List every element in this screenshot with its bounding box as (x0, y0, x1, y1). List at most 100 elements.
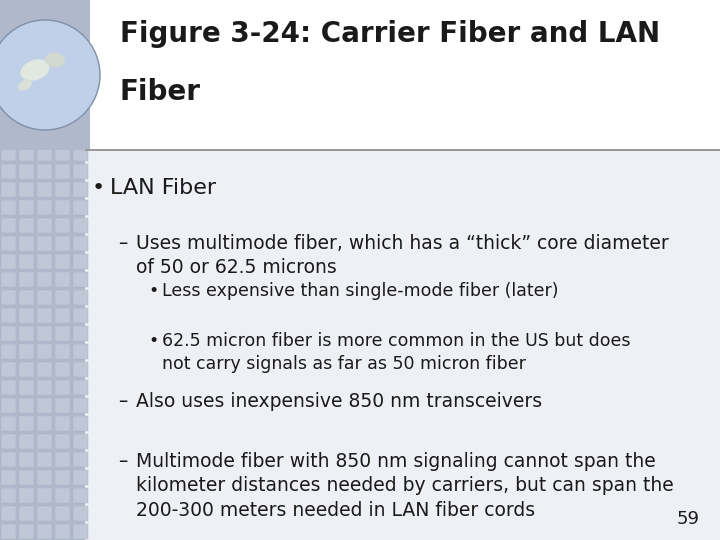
Bar (55, 110, 70, 125)
Bar (1, 92, 16, 107)
Bar (19, 362, 34, 377)
Bar (1, 362, 16, 377)
Bar (37, 92, 52, 107)
Bar (37, 74, 52, 89)
Bar (1, 182, 16, 197)
Bar (55, 488, 70, 503)
Bar (37, 272, 52, 287)
Bar (55, 128, 70, 143)
Bar (19, 470, 34, 485)
Bar (1, 488, 16, 503)
Bar (55, 164, 70, 179)
Bar (19, 38, 34, 53)
Bar (73, 524, 88, 539)
Bar (73, 344, 88, 359)
Bar (1, 308, 16, 323)
Bar (19, 380, 34, 395)
Text: –: – (118, 234, 127, 253)
Ellipse shape (18, 79, 32, 91)
Bar (19, 452, 34, 467)
Bar (37, 506, 52, 521)
Bar (1, 2, 16, 17)
Bar (73, 164, 88, 179)
Bar (73, 452, 88, 467)
Bar (73, 308, 88, 323)
Bar (55, 470, 70, 485)
Text: Uses multimode fiber, which has a “thick” core diameter
of 50 or 62.5 microns: Uses multimode fiber, which has a “thick… (136, 234, 669, 277)
Bar (55, 146, 70, 161)
Bar (1, 326, 16, 341)
Bar (37, 110, 52, 125)
Bar (1, 38, 16, 53)
Text: •: • (148, 282, 158, 300)
Bar (19, 236, 34, 251)
Bar (1, 56, 16, 71)
Bar (37, 254, 52, 269)
Bar (19, 308, 34, 323)
Bar (55, 56, 70, 71)
Bar (73, 20, 88, 35)
Text: 62.5 micron fiber is more common in the US but does
not carry signals as far as : 62.5 micron fiber is more common in the … (162, 332, 631, 373)
Bar (19, 200, 34, 215)
Ellipse shape (20, 59, 50, 80)
Bar (1, 236, 16, 251)
Bar (55, 524, 70, 539)
Bar (55, 218, 70, 233)
Bar (19, 110, 34, 125)
Bar (55, 20, 70, 35)
Bar (73, 416, 88, 431)
Text: •: • (92, 178, 105, 198)
Bar (73, 92, 88, 107)
Bar (37, 362, 52, 377)
Bar (73, 506, 88, 521)
Bar (73, 38, 88, 53)
Bar (37, 146, 52, 161)
Bar (19, 128, 34, 143)
Bar (1, 200, 16, 215)
Bar (85, 0, 720, 150)
Bar (19, 218, 34, 233)
Bar (73, 236, 88, 251)
Bar (37, 236, 52, 251)
Bar (1, 20, 16, 35)
Bar (1, 416, 16, 431)
Bar (55, 434, 70, 449)
Bar (1, 146, 16, 161)
Bar (55, 2, 70, 17)
Bar (55, 308, 70, 323)
Bar (73, 290, 88, 305)
Bar (37, 470, 52, 485)
Bar (73, 182, 88, 197)
Bar (85, 149, 720, 151)
Bar (37, 56, 52, 71)
Bar (85, 0, 720, 540)
Bar (19, 344, 34, 359)
Bar (55, 362, 70, 377)
Bar (55, 506, 70, 521)
Bar (1, 164, 16, 179)
Bar (55, 326, 70, 341)
Bar (73, 326, 88, 341)
Bar (0, 0, 85, 540)
Bar (1, 434, 16, 449)
Bar (19, 2, 34, 17)
Text: 59: 59 (677, 510, 700, 528)
Bar (1, 272, 16, 287)
Bar (19, 398, 34, 413)
Circle shape (0, 20, 100, 130)
Bar (55, 254, 70, 269)
Bar (73, 254, 88, 269)
Text: –: – (118, 452, 127, 471)
Bar (73, 218, 88, 233)
Bar (19, 524, 34, 539)
Bar (73, 434, 88, 449)
Bar (73, 146, 88, 161)
Bar (37, 2, 52, 17)
Bar (1, 524, 16, 539)
Bar (37, 182, 52, 197)
Bar (37, 380, 52, 395)
Bar (1, 380, 16, 395)
Ellipse shape (45, 52, 65, 68)
Bar (1, 344, 16, 359)
Bar (19, 146, 34, 161)
